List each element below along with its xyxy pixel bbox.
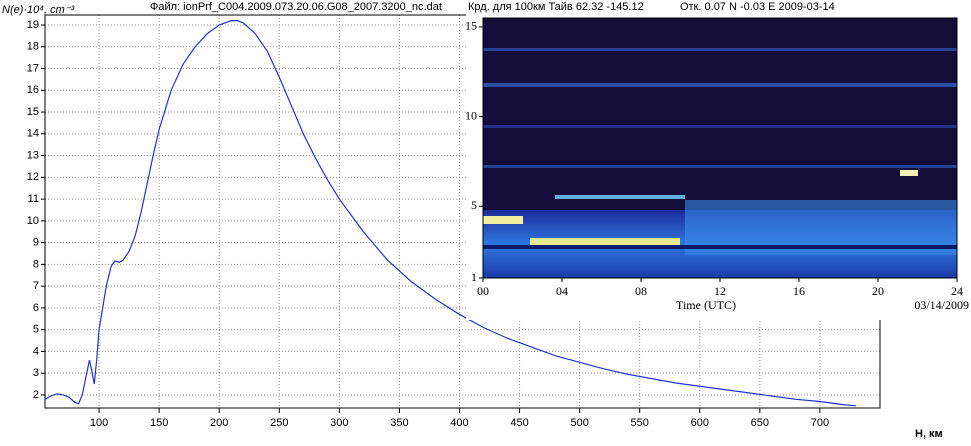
x-tick-label: 500: [570, 417, 588, 429]
x-tick-label: 450: [510, 417, 528, 429]
spectrogram-band: [483, 83, 957, 87]
y-tick-label: 18: [27, 41, 39, 53]
data-line: [44, 20, 857, 407]
x-tick-label: 04: [556, 284, 568, 298]
x-tick-label: 16: [793, 284, 805, 298]
x-tick-label: 700: [811, 417, 829, 429]
x-tick-label: 24: [951, 284, 963, 298]
x-tick-label: 550: [631, 417, 649, 429]
y-tick-label: 17: [27, 62, 39, 74]
spectrogram-band: [483, 245, 957, 249]
y-tick-label: 15: [27, 106, 39, 118]
y-tick-label: 1: [471, 270, 477, 284]
y-tick-label: 7: [33, 280, 39, 292]
x-tick-label: 350: [390, 417, 408, 429]
x-tick-label: 300: [330, 417, 348, 429]
y-tick-label: 19: [27, 19, 39, 31]
spectrogram-band: [555, 195, 685, 199]
x-tick-label: 00: [477, 284, 489, 298]
y-tick-label: 14: [27, 128, 39, 140]
x-tick-label: 600: [691, 417, 709, 429]
x-tick-label: 100: [90, 417, 108, 429]
x-tick-label: 08: [635, 284, 647, 298]
y-axis-label: N(e)·10⁴, cm⁻³: [2, 4, 75, 16]
spectrogram-band: [483, 125, 957, 128]
inset-date: 03/14/2009: [914, 298, 969, 312]
x-tick-label: 20: [872, 284, 884, 298]
y-tick-label: 9: [33, 237, 39, 249]
spectrogram-band: [530, 238, 680, 246]
inset-frame: [482, 17, 958, 279]
y-tick-label: 6: [33, 302, 39, 314]
y-tick-label: 10: [27, 215, 39, 227]
x-tick-label: 250: [270, 417, 288, 429]
spectrogram-band: [483, 216, 523, 224]
y-tick-label: 5: [33, 324, 39, 336]
y-tick-label: 4: [33, 345, 39, 357]
y-tick-label: 2: [33, 389, 39, 401]
y-tick-label: 5: [471, 198, 477, 212]
y-tick-label: 11: [28, 193, 39, 205]
x-axis-label: H, км: [915, 428, 943, 440]
y-tick-label: 12: [27, 171, 39, 183]
inset-x-label: Time (UTC): [676, 298, 736, 312]
offset: Отк. 0.07 N -0.03 E 2009-03-14: [680, 1, 835, 13]
y-tick-label: 10: [465, 108, 477, 122]
y-tick-label: 8: [33, 258, 39, 270]
file-title: Файл: ionPrf_C004.2009.073.20.06.G08_200…: [150, 1, 442, 13]
spectrogram-band: [483, 165, 957, 168]
x-tick-label: 12: [714, 284, 726, 298]
main-plot: 100 150 200 250 300 350 400 450 500 550 600 650 7002…: [27, 14, 881, 429]
spectrogram-band: [900, 170, 918, 176]
spectrogram-band: [483, 48, 957, 51]
x-tick-label: 200: [210, 417, 228, 429]
x-tick-label: 650: [751, 417, 769, 429]
y-tick-label: 13: [27, 149, 39, 161]
x-tick-label: 400: [450, 417, 468, 429]
y-tick-label: 16: [27, 84, 39, 96]
x-tick-label: 150: [150, 417, 168, 429]
y-tick-label: 15: [465, 19, 477, 33]
coordinates: Крд. для 100км Тайв 62.32 -145.12: [468, 1, 644, 13]
y-tick-label: 3: [33, 367, 39, 379]
